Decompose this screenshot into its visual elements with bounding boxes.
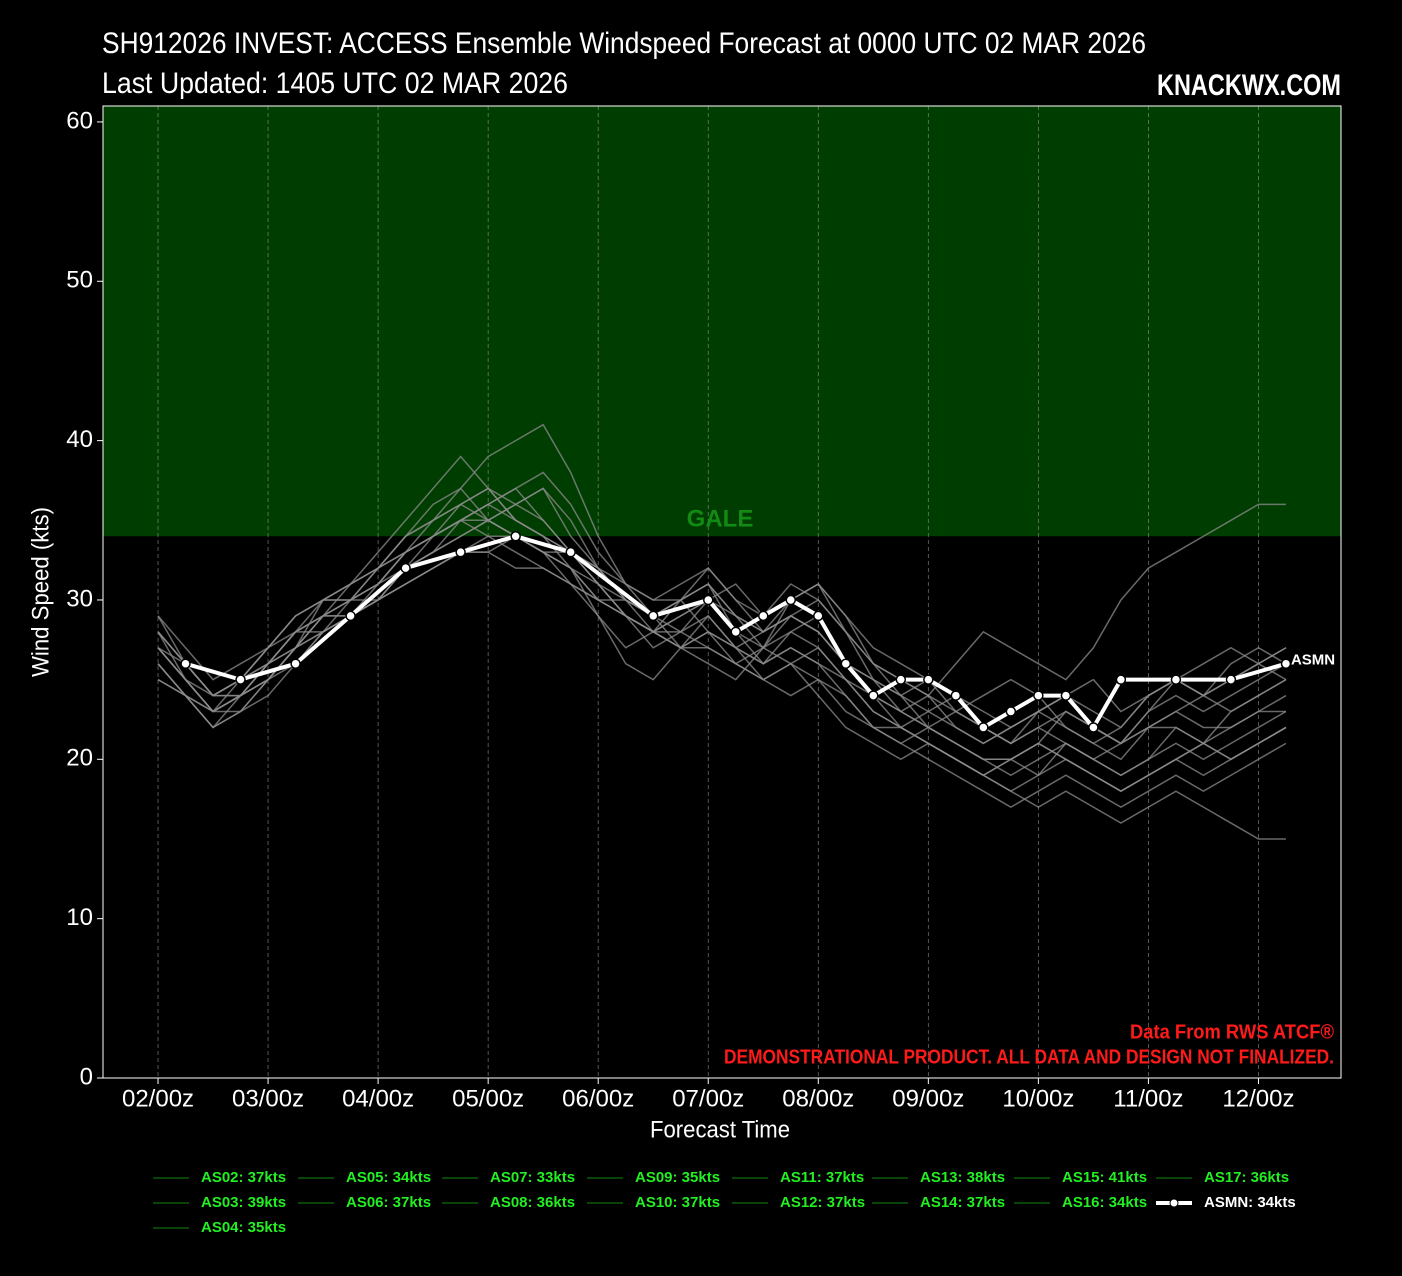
mean-marker — [1033, 690, 1044, 701]
legend-label: AS15: 41kts — [1062, 1169, 1147, 1186]
mean-marker — [868, 690, 879, 701]
y-tick-label: 0 — [80, 1063, 93, 1090]
mean-marker — [235, 674, 246, 685]
mean-marker — [1280, 658, 1292, 669]
legend-label: AS14: 37kts — [920, 1194, 1005, 1211]
chart-subtitle: Last Updated: 1405 UTC 02 MAR 2026 — [102, 67, 568, 100]
mean-line — [184, 534, 1287, 730]
plot-frame — [102, 105, 1342, 1079]
legend-label: AS08: 36kts — [490, 1194, 575, 1211]
legend-label: AS07: 33kts — [490, 1169, 575, 1186]
mean-marker — [702, 594, 714, 606]
x-tick-label: 09/00z — [892, 1085, 964, 1112]
legend-label: AS09: 35kts — [635, 1169, 720, 1186]
member-line — [157, 503, 1286, 697]
mean-marker — [1005, 706, 1017, 717]
x-tick-label: 03/00z — [232, 1085, 304, 1112]
mean-marker — [1170, 674, 1182, 685]
x-tick-label: 12/00z — [1222, 1085, 1294, 1112]
mean-marker — [647, 610, 659, 622]
legend-label: AS06: 37kts — [346, 1194, 431, 1211]
mean-marker — [510, 530, 521, 542]
mean-marker — [1115, 674, 1127, 685]
mean-marker — [730, 626, 742, 638]
y-tick-label: 10 — [66, 904, 93, 931]
y-tick-label: 40 — [66, 426, 93, 453]
x-tick-label: 07/00z — [672, 1085, 744, 1112]
mean-marker — [290, 658, 301, 669]
y-axis-label: Wind Speed (kts) — [27, 507, 54, 677]
y-tick-label: 60 — [66, 107, 93, 134]
x-tick-label: 11/00z — [1113, 1085, 1183, 1112]
legend-swatch-marker — [1169, 1198, 1179, 1208]
legend-label: AS02: 37kts — [201, 1169, 286, 1186]
x-axis-label: Forecast Time — [650, 1116, 790, 1143]
mean-marker — [455, 546, 466, 558]
x-tick-label: 06/00z — [562, 1085, 634, 1112]
x-tick-label: 02/00z — [122, 1085, 194, 1112]
mean-marker — [895, 674, 907, 685]
legend-label: AS03: 39kts — [201, 1194, 286, 1211]
legend-label: AS12: 37kts — [780, 1194, 865, 1211]
mean-marker — [758, 610, 769, 622]
brand: KNACKWX.COM — [1157, 69, 1341, 102]
threshold-label: GALE — [687, 506, 754, 533]
x-tick-label: 08/00z — [782, 1085, 854, 1112]
mean-marker — [400, 562, 411, 574]
mean-marker — [345, 610, 356, 622]
mean-marker — [840, 658, 852, 669]
legend-label: AS17: 36kts — [1204, 1169, 1289, 1186]
mean-marker — [950, 690, 962, 701]
mean-marker — [565, 546, 576, 558]
mean-marker — [978, 722, 989, 733]
legend-label: AS13: 38kts — [920, 1169, 1005, 1186]
disclaimer: DEMONSTRATIONAL PRODUCT. ALL DATA AND DE… — [724, 1046, 1334, 1068]
gale-band — [103, 106, 1341, 537]
chart-title: SH912026 INVEST: ACCESS Ensemble Windspe… — [102, 27, 1146, 60]
y-tick-label: 30 — [66, 585, 93, 612]
x-tick-label: 04/00z — [342, 1085, 414, 1112]
x-tick-label: 10/00z — [1002, 1085, 1074, 1112]
member-line — [157, 487, 1287, 745]
x-tick-label: 05/00z — [452, 1085, 524, 1112]
mean-marker — [1225, 674, 1237, 685]
mean-marker — [180, 658, 191, 669]
legend-label: AS04: 35kts — [201, 1219, 286, 1236]
legend-label: AS10: 37kts — [635, 1194, 720, 1211]
credit: Data From RWS ATCF® — [1130, 1021, 1334, 1043]
mean-marker — [785, 594, 797, 606]
end-label: ASMN — [1291, 652, 1335, 669]
member-line — [157, 471, 1287, 745]
mean-marker — [923, 674, 934, 685]
legend-label: AS16: 34kts — [1062, 1194, 1147, 1211]
y-tick-label: 50 — [66, 267, 93, 294]
legend-label: AS05: 34kts — [346, 1169, 431, 1186]
legend-label: AS11: 37kts — [780, 1169, 864, 1186]
legend-label: ASMN: 34kts — [1204, 1194, 1296, 1211]
y-tick-label: 20 — [66, 745, 93, 772]
mean-marker — [1088, 722, 1099, 733]
mean-marker — [813, 610, 824, 622]
mean-marker — [1060, 690, 1072, 701]
